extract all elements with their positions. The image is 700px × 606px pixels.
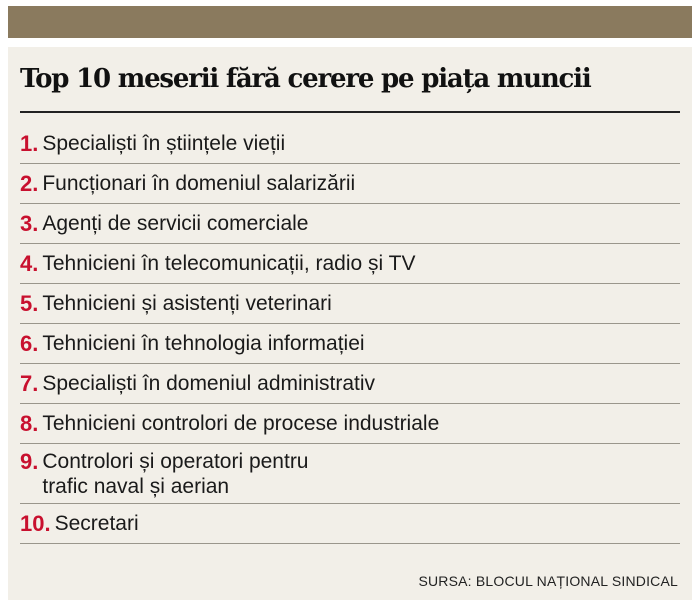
title-divider xyxy=(20,111,680,113)
list-item-1: 1. Specialiști în științele vieții xyxy=(20,124,680,164)
occupation-label: Funcționari în domeniul salarizării xyxy=(42,172,356,195)
rank-number: 10. xyxy=(20,511,51,536)
occupation-label: Tehnicieni și asistenți veterinari xyxy=(42,292,332,315)
occupation-label: Specialiști în domeniul administrativ xyxy=(42,372,376,395)
occupation-label: Tehnicieni controlori de procese industr… xyxy=(42,412,440,435)
rank-number: 4. xyxy=(20,251,39,276)
rank-number: 3. xyxy=(20,211,39,236)
list-item-7: 7. Specialiști în domeniul administrativ xyxy=(20,364,680,404)
ranked-list: 1. Specialiști în științele vieții 2. Fu… xyxy=(20,124,680,544)
list-item-3: 3. Agenți de servicii comerciale xyxy=(20,204,680,244)
top-color-bar xyxy=(8,6,692,38)
list-item-8: 8. Tehnicieni controlori de procese indu… xyxy=(20,404,680,444)
occupation-label: Agenți de servicii comerciale xyxy=(42,212,309,235)
occupation-label: Tehnicieni în telecomunicații, radio și … xyxy=(42,252,416,275)
rank-number: 9. xyxy=(20,449,39,474)
occupation-label: Controlori și operatori pentru trafic na… xyxy=(42,450,309,498)
occupation-label: Specialiști în științele vieții xyxy=(42,132,286,155)
rank-number: 6. xyxy=(20,331,39,356)
list-item-6: 6. Tehnicieni în tehnologia informației xyxy=(20,324,680,364)
rank-number: 1. xyxy=(20,131,39,156)
occupation-label: Secretari xyxy=(54,512,139,535)
rank-number: 2. xyxy=(20,171,39,196)
list-item-4: 4. Tehnicieni în telecomunicații, radio … xyxy=(20,244,680,284)
list-item-10: 10. Secretari xyxy=(20,504,680,544)
list-item-9: 9. Controlori și operatori pentru trafic… xyxy=(20,444,680,504)
occupation-label: Tehnicieni în tehnologia informației xyxy=(42,332,365,355)
rank-number: 7. xyxy=(20,371,39,396)
rank-number: 5. xyxy=(20,291,39,316)
list-item-5: 5. Tehnicieni și asistenți veterinari xyxy=(20,284,680,324)
list-item-2: 2. Funcționari în domeniul salarizării xyxy=(20,164,680,204)
rank-number: 8. xyxy=(20,411,39,436)
infographic-title: Top 10 meserii fără cerere pe piața munc… xyxy=(20,64,592,94)
source-credit: SURSA: BLOCUL NAȚIONAL SINDICAL xyxy=(418,573,678,589)
